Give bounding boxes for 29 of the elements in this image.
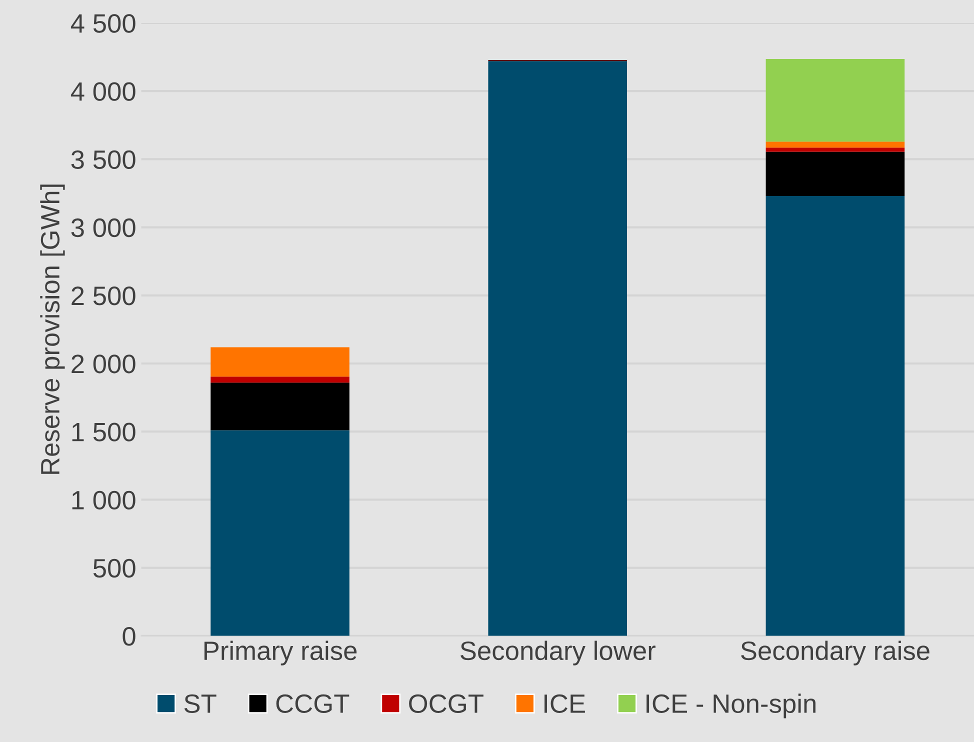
y-tick-label: 4 500	[70, 14, 136, 33]
y-tick-label: 1 000	[72, 490, 136, 510]
y-tick-label: 500	[93, 558, 136, 578]
legend-label: OCGT	[409, 694, 484, 714]
y-tick-label: 3 000	[71, 218, 136, 238]
y-tick-label: 3 500	[71, 150, 136, 170]
bar	[766, 196, 905, 636]
bar	[766, 58, 905, 142]
y-tick-label: 2 500	[72, 286, 136, 306]
x-tick-label: Primary raise	[204, 640, 357, 666]
bar	[210, 382, 350, 430]
legend-label: ICE	[544, 694, 585, 714]
bar	[488, 61, 628, 636]
bar	[766, 142, 905, 148]
bar	[766, 148, 905, 152]
x-tick-label: Secondary raise	[741, 640, 930, 666]
x-tick-label: Secondary lower	[460, 640, 656, 666]
y-tick-label: 4 000	[70, 82, 136, 101]
legend-label: ST	[184, 694, 216, 714]
y-tick-label: 2 000	[72, 354, 136, 374]
bar	[766, 152, 905, 196]
legend-label: ICE - Non-spin	[646, 694, 816, 718]
legend-label: CCGT	[276, 694, 350, 714]
bar	[210, 347, 350, 377]
y-tick-label: 0	[122, 627, 136, 646]
bar	[210, 376, 350, 383]
y-tick-label: 1 500	[72, 422, 136, 442]
bar	[210, 430, 350, 636]
y-axis-title: Reserve provision [GWh]	[40, 184, 65, 474]
